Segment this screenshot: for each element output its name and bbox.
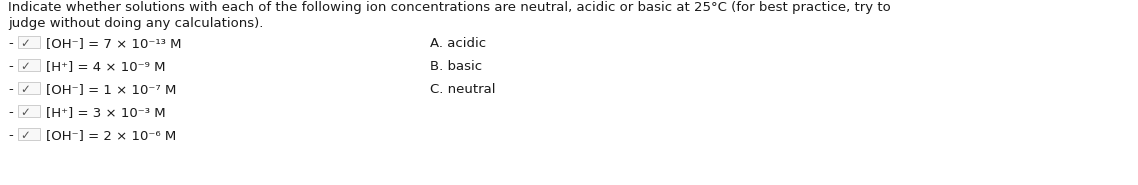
Text: ✓: ✓ — [20, 60, 30, 73]
Text: [H⁺] = 3 × 10⁻³ M: [H⁺] = 3 × 10⁻³ M — [46, 106, 166, 119]
Bar — [18, 82, 40, 94]
Text: [OH⁻] = 1 × 10⁻⁷ M: [OH⁻] = 1 × 10⁻⁷ M — [46, 83, 176, 96]
Text: -: - — [8, 37, 13, 50]
Text: ✓: ✓ — [20, 83, 30, 96]
Bar — [18, 59, 40, 71]
Text: [OH⁻] = 2 × 10⁻⁶ M: [OH⁻] = 2 × 10⁻⁶ M — [46, 129, 176, 142]
Text: [OH⁻] = 7 × 10⁻¹³ M: [OH⁻] = 7 × 10⁻¹³ M — [46, 37, 181, 50]
Bar — [18, 36, 40, 48]
Text: ✓: ✓ — [20, 106, 30, 119]
Text: -: - — [8, 106, 13, 119]
Text: C. neutral: C. neutral — [430, 83, 495, 96]
Text: -: - — [8, 83, 13, 96]
Text: judge without doing any calculations).: judge without doing any calculations). — [8, 17, 263, 30]
Text: B. basic: B. basic — [430, 60, 483, 73]
Text: A. acidic: A. acidic — [430, 37, 486, 50]
Text: -: - — [8, 60, 13, 73]
Bar — [18, 128, 40, 140]
Text: ✓: ✓ — [20, 37, 30, 50]
Text: Indicate whether solutions with each of the following ion concentrations are neu: Indicate whether solutions with each of … — [8, 1, 891, 14]
Text: [H⁺] = 4 × 10⁻⁹ M: [H⁺] = 4 × 10⁻⁹ M — [46, 60, 165, 73]
Text: ✓: ✓ — [20, 129, 30, 142]
Bar — [18, 105, 40, 117]
Text: -: - — [8, 129, 13, 142]
